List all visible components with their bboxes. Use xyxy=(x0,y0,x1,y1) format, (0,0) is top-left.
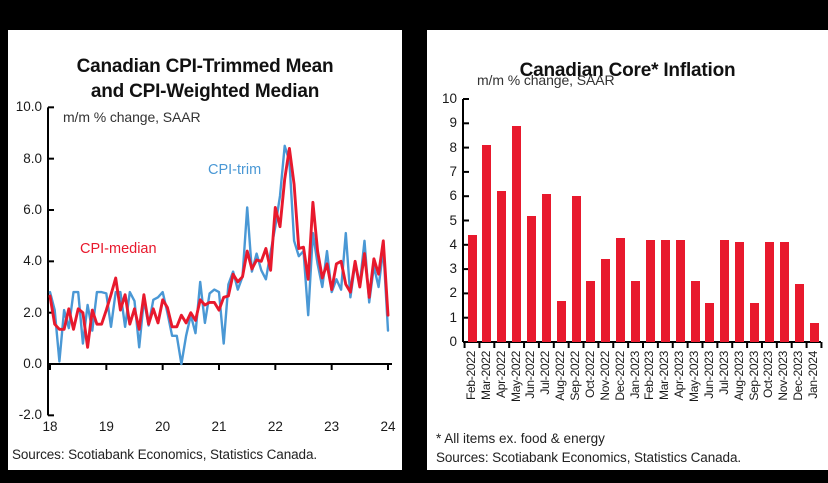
left-chart-title-line1: Canadian CPI-Trimmed Mean xyxy=(76,55,334,77)
bar-Oct-2022 xyxy=(586,281,596,342)
bar-x-label: Jul-2022 xyxy=(538,351,553,395)
x-tick-label: 20 xyxy=(155,419,171,434)
x-tick-label: 19 xyxy=(98,419,114,434)
bar-x-label: Feb-2022 xyxy=(464,351,478,400)
x-tick-label: 21 xyxy=(211,419,227,434)
line-chart-plot-area xyxy=(47,106,392,417)
y-tick-label: 4 xyxy=(449,236,457,252)
bar-x-label: Feb-2023 xyxy=(642,351,657,400)
y-tick-label: 4.0 xyxy=(23,253,42,269)
bar-x-label: Apr-2022 xyxy=(493,351,508,398)
y-tick-label: 0 xyxy=(449,334,457,349)
bar-Apr-2022 xyxy=(497,191,507,342)
y-tick-label: -2.0 xyxy=(18,407,42,423)
y-tick-label: 6.0 xyxy=(23,201,42,217)
left-chart-subtitle: m/m % change, SAAR xyxy=(63,109,201,125)
bar-Mar-2022 xyxy=(482,145,492,342)
bar-Mar-2023 xyxy=(660,239,670,342)
y-tick-label: 1 xyxy=(449,309,457,325)
y-tick-label: 2 xyxy=(449,285,457,301)
bar-x-label: Sep-2022 xyxy=(568,351,583,401)
y-tick-label: 3 xyxy=(449,261,457,277)
bar-x-label: Dec-2023 xyxy=(791,351,806,401)
bar-Jun-2023 xyxy=(705,303,715,342)
bar-x-label: May-2022 xyxy=(508,351,523,402)
left-chart-source: Sources: Scotiabank Economics, Statistic… xyxy=(12,447,318,462)
bar-Nov-2022 xyxy=(601,259,611,342)
left-chart-title-line2: and CPI-Weighted Median xyxy=(90,80,320,102)
cpi-median-line xyxy=(48,146,390,349)
y-tick-label: 5 xyxy=(449,212,457,228)
bar-Aug-2022 xyxy=(556,300,566,342)
y-tick-label: 10.0 xyxy=(15,99,42,115)
bar-x-label: Jan-2023 xyxy=(627,351,642,399)
bar-Dec-2023 xyxy=(794,283,804,342)
y-tick-label: 10 xyxy=(441,91,457,106)
bar-chart-plot-area xyxy=(462,98,823,348)
right-chart-panel: Canadian Core* Inflation m/m % change, S… xyxy=(427,30,828,470)
bar-Nov-2023 xyxy=(779,242,789,342)
bar-x-label: Mar-2023 xyxy=(657,351,672,400)
bar-x-label: Nov-2023 xyxy=(776,351,791,401)
bar-Dec-2022 xyxy=(616,237,626,342)
right-chart-title: Canadian Core* Inflation xyxy=(519,59,736,81)
y-tick-label: 2.0 xyxy=(23,304,42,320)
y-tick-label: 9 xyxy=(449,115,457,131)
bar-x-label: Apr-2023 xyxy=(672,351,687,398)
y-tick-label: 7 xyxy=(449,163,457,179)
bar-x-label: Jan-2024 xyxy=(806,351,820,399)
bar-x-label: Jun-2022 xyxy=(523,351,538,399)
bar-May-2023 xyxy=(690,281,700,342)
bar-Sep-2022 xyxy=(571,196,581,342)
bar-x-label: Jul-2023 xyxy=(716,351,731,395)
bar-Sep-2023 xyxy=(750,303,760,342)
bar-Oct-2023 xyxy=(764,242,774,342)
right-chart-subtitle: m/m % change, SAAR xyxy=(477,72,615,88)
left-chart-title: Canadian CPI-Trimmed Mean and CPI-Weighte… xyxy=(8,54,402,104)
bar-Aug-2023 xyxy=(735,242,745,342)
bar-Jul-2022 xyxy=(541,193,551,342)
bar-Jul-2023 xyxy=(720,239,730,342)
bar-Jun-2022 xyxy=(526,215,536,342)
right-chart-footnote: * All items ex. food & energy xyxy=(436,431,605,446)
bar-x-label: Dec-2022 xyxy=(612,351,627,401)
x-tick-label: 23 xyxy=(324,419,340,434)
bar-Apr-2023 xyxy=(675,239,685,342)
bar-Feb-2023 xyxy=(645,239,655,342)
bar-x-label: Oct-2022 xyxy=(582,351,597,398)
bar-x-label: Aug-2023 xyxy=(731,351,746,401)
y-tick-label: 8 xyxy=(449,139,457,155)
bar-May-2022 xyxy=(512,125,522,342)
right-chart-source: Sources: Scotiabank Economics, Statistic… xyxy=(436,450,742,465)
x-tick-label: 22 xyxy=(267,419,283,434)
y-tick-label: 6 xyxy=(449,188,457,204)
cpi-trim-line xyxy=(48,144,390,366)
bar-x-label: Sep-2023 xyxy=(746,351,761,401)
bar-Jan-2024 xyxy=(809,322,819,342)
bar-Jan-2023 xyxy=(631,281,641,342)
bar-x-label: Jun-2023 xyxy=(701,351,716,399)
bar-x-label: Nov-2022 xyxy=(597,351,612,401)
left-chart-panel: Canadian CPI-Trimmed Mean and CPI-Weighte… xyxy=(8,30,402,470)
x-tick-label: 24 xyxy=(380,419,396,434)
legend-label-cpi-trim: CPI-trim xyxy=(208,162,262,178)
bar-x-label: Oct-2023 xyxy=(761,351,776,398)
bar-x-label: Aug-2022 xyxy=(553,351,568,401)
legend-label-cpi-median: CPI-median xyxy=(80,241,157,257)
y-tick-label: 0.0 xyxy=(23,356,42,371)
bar-x-label: Mar-2022 xyxy=(478,351,493,400)
bar-x-label: May-2023 xyxy=(687,351,702,402)
bar-Feb-2022 xyxy=(467,235,477,342)
x-tick-label: 18 xyxy=(42,419,58,434)
y-tick-label: 8.0 xyxy=(23,150,42,166)
